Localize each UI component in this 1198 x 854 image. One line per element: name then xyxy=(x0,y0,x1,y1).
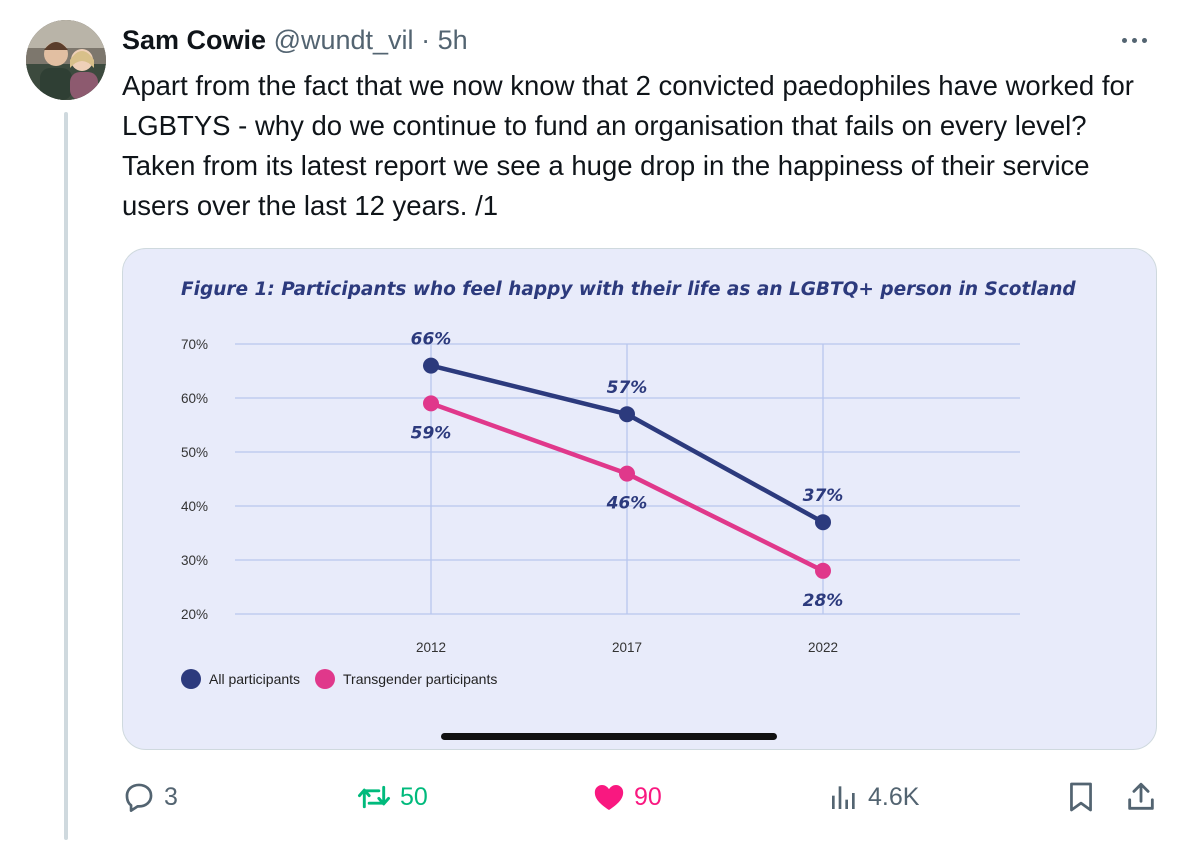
data-point xyxy=(423,357,439,374)
author-handle[interactable]: @wundt_vil xyxy=(273,25,414,55)
avatar-photo xyxy=(26,20,106,100)
data-label: 66% xyxy=(411,330,452,350)
retweet-count: 50 xyxy=(400,782,428,811)
y-tick-label: 40% xyxy=(181,499,208,514)
tweet-header: Sam Cowie @wundt_vil · 5h xyxy=(122,22,468,58)
data-point xyxy=(815,562,831,579)
like-count: 90 xyxy=(634,782,662,811)
analytics-icon xyxy=(832,786,855,809)
heart-icon xyxy=(594,784,624,811)
view-count: 4.6K xyxy=(868,782,920,811)
x-tick-label: 2012 xyxy=(416,640,446,655)
data-point xyxy=(423,395,439,412)
y-axis-ticks: 70% 60% 50% 40% 30% 20% xyxy=(181,337,208,622)
tweet-media-chart[interactable]: Figure 1: Participants who feel happy wi… xyxy=(122,248,1157,750)
chart-legend: All participants Transgender participants xyxy=(181,669,497,689)
legend-label: Transgender participants xyxy=(343,671,497,687)
bookmark-button[interactable] xyxy=(1066,772,1096,822)
tweet-text: Apart from the fact that we now know tha… xyxy=(122,70,1134,221)
tweet-time[interactable]: 5h xyxy=(437,25,468,55)
y-tick-label: 30% xyxy=(181,553,208,568)
meta-separator: · xyxy=(421,25,431,55)
retweet-button[interactable]: 50 xyxy=(356,772,428,822)
data-point xyxy=(619,465,635,482)
chart-series: 66% 57% 37% 59% 46% 28% xyxy=(411,330,844,611)
share-button[interactable] xyxy=(1124,772,1158,822)
data-label: 28% xyxy=(803,591,844,611)
line-chart: Figure 1: Participants who feel happy wi… xyxy=(181,279,1076,689)
y-tick-label: 50% xyxy=(181,445,208,460)
views-button[interactable]: 4.6K xyxy=(828,772,919,822)
reply-count: 3 xyxy=(164,782,178,811)
data-label: 46% xyxy=(606,494,648,514)
chart-grid xyxy=(235,343,1020,615)
data-label: 57% xyxy=(607,378,648,398)
reply-button[interactable]: 3 xyxy=(122,772,178,822)
y-tick-label: 20% xyxy=(181,607,208,622)
author-name[interactable]: Sam Cowie xyxy=(122,25,267,55)
more-options-icon[interactable] xyxy=(1122,30,1156,50)
like-button[interactable]: 90 xyxy=(592,772,662,822)
data-label: 59% xyxy=(411,423,452,443)
home-indicator xyxy=(441,733,777,740)
legend-swatch xyxy=(315,669,335,689)
bookmark-icon xyxy=(1070,782,1092,812)
avatar[interactable] xyxy=(26,20,106,100)
x-tick-label: 2017 xyxy=(612,640,642,655)
data-point xyxy=(815,514,831,531)
x-tick-label: 2022 xyxy=(808,640,838,655)
x-axis-ticks: 2012 2017 2022 xyxy=(416,640,838,655)
data-point xyxy=(619,406,635,423)
retweet-icon xyxy=(358,785,390,809)
thread-line xyxy=(64,112,68,840)
y-tick-label: 60% xyxy=(181,391,208,406)
legend-label: All participants xyxy=(209,671,300,687)
tweet-actions: 3 50 90 4.6K xyxy=(0,772,1198,822)
y-tick-label: 70% xyxy=(181,337,208,352)
data-label: 37% xyxy=(803,486,844,506)
chart-title: Figure 1: Participants who feel happy wi… xyxy=(181,279,1076,300)
share-icon xyxy=(1128,782,1154,810)
legend-swatch xyxy=(181,669,201,689)
reply-icon xyxy=(125,783,153,812)
